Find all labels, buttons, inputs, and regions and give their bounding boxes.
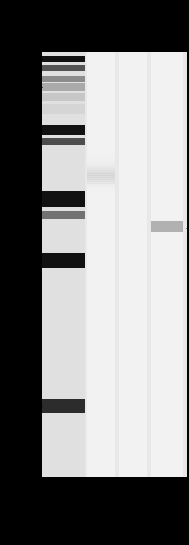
- Bar: [42, 399, 85, 413]
- Bar: [42, 83, 85, 91]
- Text: 180: 180: [20, 83, 36, 92]
- Bar: [87, 169, 115, 172]
- Bar: [42, 104, 85, 114]
- Bar: [87, 173, 115, 176]
- Bar: [42, 211, 85, 219]
- Bar: [42, 253, 85, 268]
- Bar: [42, 56, 85, 62]
- Bar: [42, 52, 85, 477]
- Bar: [151, 52, 183, 477]
- Bar: [151, 221, 183, 232]
- Bar: [87, 160, 115, 162]
- Bar: [87, 158, 115, 161]
- Bar: [87, 183, 115, 185]
- Text: 40: 40: [25, 256, 36, 265]
- Bar: [42, 76, 85, 82]
- Text: -DDX19B: -DDX19B: [185, 225, 189, 233]
- Text: 230: 230: [20, 54, 36, 63]
- Text: 66: 66: [25, 195, 36, 203]
- Bar: [87, 191, 115, 193]
- Bar: [87, 162, 115, 165]
- Bar: [87, 168, 115, 170]
- Bar: [87, 175, 115, 178]
- Bar: [87, 166, 115, 168]
- Bar: [87, 181, 115, 184]
- Bar: [87, 156, 115, 159]
- Bar: [42, 52, 187, 477]
- Bar: [87, 177, 115, 180]
- Bar: [42, 138, 85, 145]
- Text: 116: 116: [20, 125, 36, 134]
- Bar: [42, 191, 85, 207]
- Bar: [42, 125, 85, 135]
- Bar: [87, 52, 115, 477]
- Bar: [87, 172, 115, 174]
- Bar: [87, 164, 115, 166]
- Bar: [87, 189, 115, 191]
- Bar: [87, 187, 115, 189]
- Bar: [87, 185, 115, 187]
- Bar: [42, 93, 85, 101]
- Text: 12: 12: [25, 402, 36, 410]
- Bar: [42, 65, 85, 71]
- Bar: [87, 154, 115, 157]
- Bar: [87, 179, 115, 181]
- Bar: [119, 52, 147, 477]
